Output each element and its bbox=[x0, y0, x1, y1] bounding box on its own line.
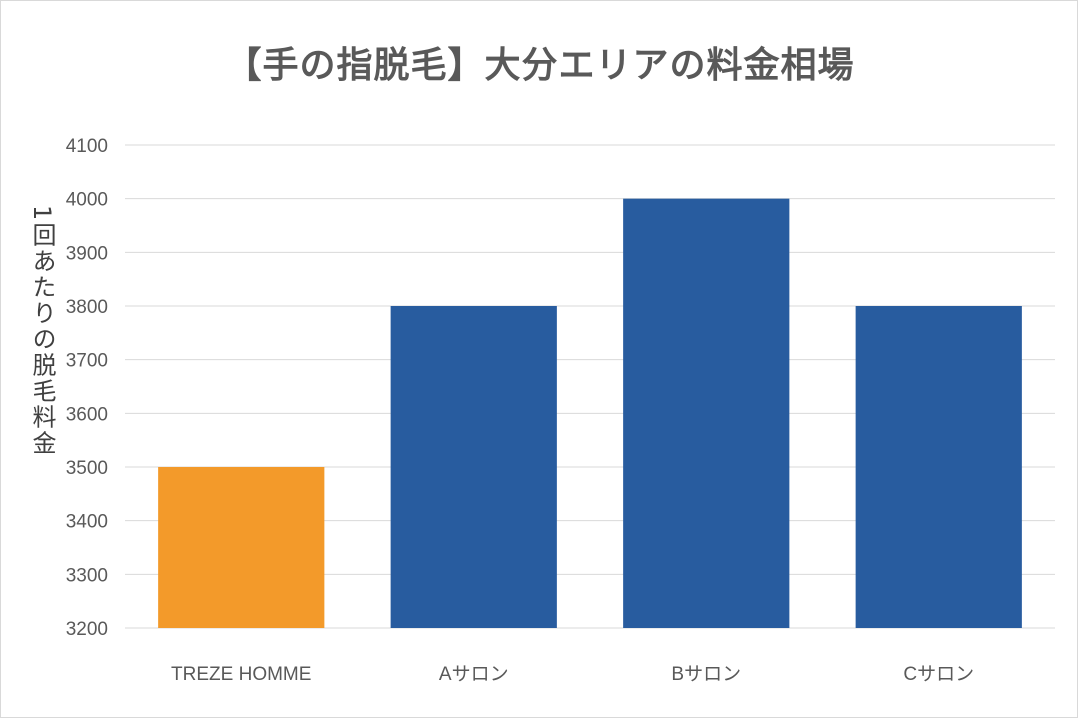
bar-0 bbox=[158, 467, 325, 628]
y-tick-label: 3200 bbox=[66, 619, 108, 640]
x-tick-label: Cサロン bbox=[903, 664, 974, 685]
x-axis-labels: TREZE HOMME Aサロン Bサロン Cサロン bbox=[171, 664, 974, 685]
bar-3 bbox=[855, 306, 1022, 628]
bar-2 bbox=[623, 198, 790, 628]
x-tick-label: Bサロン bbox=[671, 664, 741, 685]
y-tick-label: 3300 bbox=[66, 565, 108, 586]
y-tick-label: 4100 bbox=[66, 136, 108, 157]
x-tick-label: TREZE HOMME bbox=[171, 664, 311, 685]
x-tick-label: Aサロン bbox=[439, 664, 509, 685]
bar-1 bbox=[390, 306, 557, 628]
y-tick-label: 3700 bbox=[66, 351, 108, 372]
y-axis-label: 1回あたりの脱毛料金 bbox=[28, 205, 56, 457]
y-tick-label: 3400 bbox=[66, 512, 108, 533]
y-tick-label: 3600 bbox=[66, 404, 108, 425]
y-tick-label: 3800 bbox=[66, 297, 108, 318]
y-tick-label: 4000 bbox=[66, 190, 108, 211]
chart-title: 【手の指脱毛】大分エリアの料金相場 bbox=[225, 45, 855, 86]
y-tick-label: 3900 bbox=[66, 243, 108, 264]
y-tick-label: 3500 bbox=[66, 458, 108, 479]
y-axis-ticks: 3200 3300 3400 3500 3600 3700 3800 3900 4000 4100 bbox=[66, 136, 108, 640]
bars bbox=[158, 198, 1022, 628]
